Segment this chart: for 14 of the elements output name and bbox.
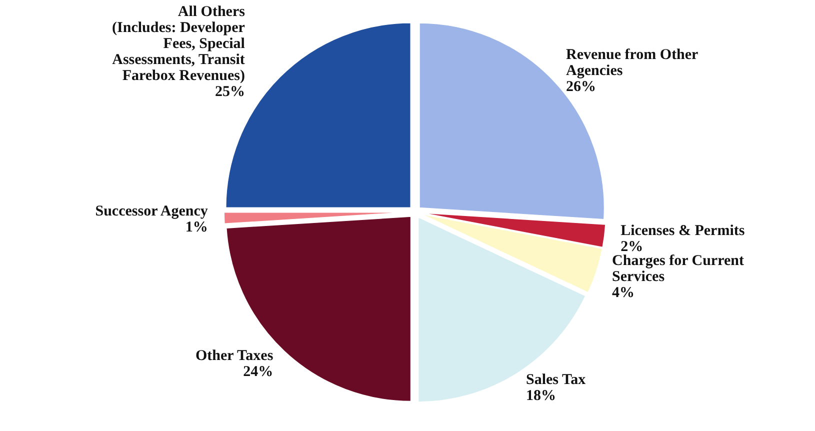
- data-label: 4%: [612, 285, 635, 302]
- data-label: 2%: [620, 238, 644, 255]
- slice-label: All Others (Includes: Developer Fees, Special Assessments, Transit Farebox Revenues): [112, 4, 246, 84]
- slice-label: Sales Tax: [526, 372, 586, 388]
- slice-label: Successor Agency: [95, 204, 208, 220]
- slice-label: Licenses & Permits: [620, 222, 745, 239]
- data-label: 26%: [566, 79, 596, 96]
- data-label: 24%: [243, 364, 274, 380]
- slice-label: Other Taxes: [196, 348, 274, 364]
- slice-label: Charges for Current Services: [612, 253, 744, 286]
- data-label: 18%: [526, 388, 556, 404]
- data-label: 25%: [214, 84, 245, 100]
- slice-label: Revenue from Other Agencies: [566, 47, 699, 80]
- data-label: 1%: [185, 220, 208, 236]
